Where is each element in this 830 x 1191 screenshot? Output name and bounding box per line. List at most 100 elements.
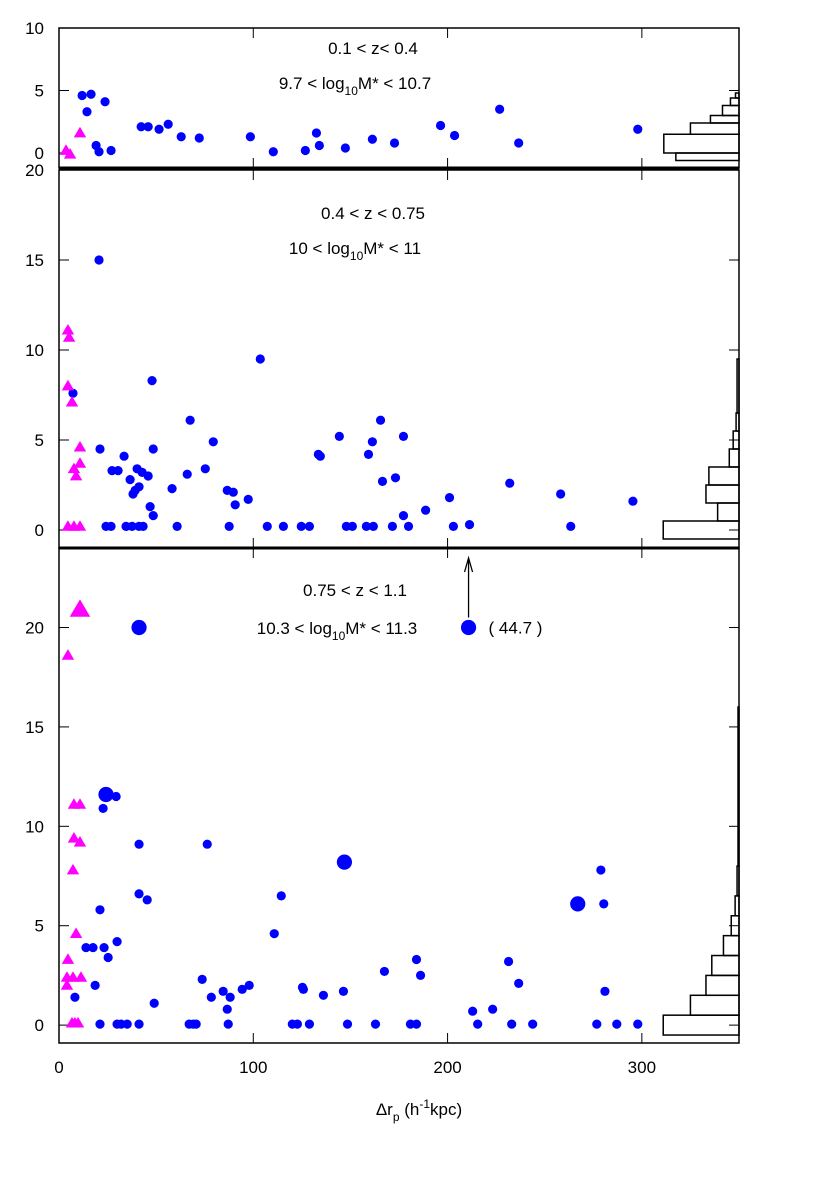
- circle-point: [200, 464, 210, 474]
- triangle-point: [73, 836, 87, 847]
- circle-point: [435, 120, 446, 131]
- circle-point: [449, 130, 460, 141]
- triangle-point: [73, 126, 87, 138]
- circle-point: [222, 1004, 232, 1014]
- triangle-point: [73, 798, 87, 809]
- circle-point: [342, 1019, 353, 1029]
- y-tick-label: 20: [25, 161, 44, 180]
- triangle-point: [60, 979, 74, 990]
- circle-point: [228, 487, 238, 497]
- circle-point: [318, 990, 329, 1000]
- circle-point: [206, 992, 216, 1002]
- triangle-point: [71, 1016, 85, 1028]
- circle-point: [488, 1004, 498, 1014]
- text-part: M* < 10.7: [358, 74, 431, 93]
- histogram-bar: [734, 92, 740, 99]
- triangle-point: [63, 148, 77, 159]
- circle-point: [100, 97, 110, 107]
- circle-point: [143, 471, 153, 481]
- circle-point: [262, 521, 272, 532]
- circle-point: [592, 1019, 602, 1029]
- circle-point: [298, 984, 309, 994]
- histogram-bar: [662, 1014, 740, 1036]
- circle-point: [495, 104, 505, 114]
- circle-point: [95, 444, 105, 454]
- histogram-bar: [735, 412, 740, 432]
- circle-point: [387, 521, 397, 532]
- circle-point: [507, 1019, 517, 1029]
- triangle-point: [61, 379, 75, 391]
- circle-point: [444, 493, 455, 503]
- text-part: kpc): [430, 1100, 462, 1119]
- circle-point: [296, 521, 306, 532]
- circle-point: [148, 444, 158, 454]
- circle-point: [600, 986, 610, 996]
- circle-point: [95, 905, 105, 915]
- circle-point: [338, 986, 349, 996]
- circle-point: [103, 952, 113, 963]
- text-part: M* < 11.3: [345, 619, 417, 638]
- circle-point: [514, 978, 524, 988]
- triangle-point: [61, 323, 75, 335]
- circle-point: [142, 895, 152, 905]
- circle-point: [136, 122, 146, 132]
- triangle-point: [66, 971, 80, 982]
- triangle-point: [67, 462, 81, 474]
- circle-point: [370, 1019, 381, 1029]
- histogram-bar: [734, 895, 740, 917]
- y-tick-label: 10: [25, 19, 44, 38]
- circle-point: [131, 619, 147, 636]
- circle-point: [304, 521, 315, 532]
- circle-point: [389, 138, 400, 148]
- triangle-point: [66, 863, 80, 875]
- circle-point: [143, 122, 153, 132]
- circle-point: [245, 132, 255, 142]
- histogram-bar: [722, 934, 740, 957]
- circle-point: [269, 929, 279, 939]
- histogram-bar: [705, 484, 740, 504]
- circle-point: [134, 1019, 144, 1029]
- circle-point: [528, 1019, 538, 1029]
- circle-point: [134, 889, 144, 899]
- circle-point: [340, 143, 350, 153]
- circle-point: [448, 521, 458, 532]
- triangle-point: [62, 331, 76, 342]
- x-tick-label: 200: [433, 1058, 461, 1077]
- y-tick-label: 5: [35, 82, 44, 101]
- circle-point: [94, 255, 104, 265]
- circle-point: [278, 521, 288, 532]
- y-tick-label: 5: [35, 431, 44, 450]
- circle-point: [202, 839, 212, 849]
- circle-point: [398, 431, 409, 441]
- circle-point: [505, 478, 515, 488]
- circle-point: [182, 469, 192, 479]
- circle-point: [90, 980, 100, 990]
- circle-point: [148, 510, 158, 521]
- circle-point: [368, 521, 378, 532]
- histogram-bar: [736, 865, 740, 897]
- triangle-point: [61, 953, 75, 964]
- circle-point: [119, 451, 129, 461]
- circle-point: [99, 942, 109, 953]
- circle-point: [304, 1019, 315, 1029]
- circle-point: [98, 786, 114, 803]
- circle-point: [106, 145, 116, 156]
- y-tick-label: 20: [25, 619, 44, 638]
- x-tick-label: 100: [239, 1058, 267, 1077]
- triangle-point: [67, 832, 81, 843]
- histogram-bar: [689, 122, 740, 135]
- circle-point: [149, 998, 159, 1008]
- circle-point: [468, 1006, 478, 1016]
- y-tick-label: 0: [35, 521, 44, 540]
- annotated-point: [460, 619, 477, 636]
- circle-point: [127, 521, 137, 532]
- circle-point: [311, 128, 322, 138]
- circle-point: [377, 476, 388, 486]
- text-part: Δr: [376, 1100, 393, 1119]
- y-tick-label: 0: [35, 144, 44, 163]
- circle-point: [95, 1019, 105, 1029]
- circle-point: [633, 1019, 643, 1029]
- y-tick-label: 10: [25, 817, 44, 836]
- circle-point: [514, 138, 524, 148]
- histogram-bar: [689, 994, 740, 1016]
